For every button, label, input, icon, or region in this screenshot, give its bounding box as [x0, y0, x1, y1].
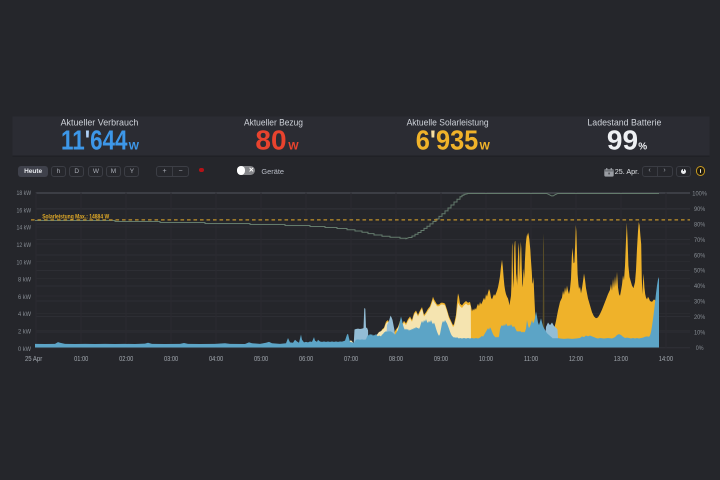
svg-text:06:00: 06:00: [299, 354, 313, 363]
svg-text:8 kW: 8 kW: [18, 277, 32, 284]
svg-text:80: 80: [255, 125, 286, 156]
svg-text:11'644: 11'644: [61, 125, 128, 156]
svg-text:13:00: 13:00: [614, 354, 628, 363]
svg-text:70%: 70%: [694, 237, 705, 244]
svg-text:6 kW: 6 kW: [18, 294, 32, 301]
svg-text:10%: 10%: [694, 329, 705, 336]
svg-text:20%: 20%: [694, 314, 705, 321]
svg-text:W: W: [288, 141, 299, 153]
svg-text:99: 99: [607, 125, 638, 156]
svg-text:40%: 40%: [694, 283, 705, 290]
svg-text:50%: 50%: [694, 268, 705, 275]
svg-text:10 kW: 10 kW: [17, 259, 32, 266]
svg-text:Aktueller Bezug: Aktueller Bezug: [244, 118, 303, 128]
svg-text:60%: 60%: [694, 252, 705, 259]
svg-text:02:00: 02:00: [119, 354, 133, 363]
svg-text:11:00: 11:00: [524, 354, 538, 363]
svg-text:08:00: 08:00: [389, 354, 403, 363]
svg-text:6'935: 6'935: [416, 125, 479, 156]
svg-text:07:00: 07:00: [344, 354, 358, 363]
svg-text:05:00: 05:00: [254, 354, 268, 363]
svg-text:25 Apr: 25 Apr: [25, 354, 43, 363]
svg-text:18 kW: 18 kW: [17, 190, 32, 197]
svg-text:W: W: [480, 141, 491, 153]
svg-text:%: %: [638, 142, 647, 153]
svg-text:W: W: [129, 141, 140, 153]
svg-text:0%: 0%: [696, 345, 704, 352]
svg-text:0 kW: 0 kW: [18, 346, 32, 353]
svg-text:80%: 80%: [694, 221, 705, 228]
svg-text:Solarleistung Max.: 14884 W: Solarleistung Max.: 14884 W: [42, 213, 109, 220]
svg-text:Ladestand Batterie: Ladestand Batterie: [587, 118, 661, 128]
svg-text:14 kW: 14 kW: [17, 225, 32, 232]
svg-text:90%: 90%: [694, 206, 705, 213]
svg-text:4 kW: 4 kW: [18, 311, 32, 318]
svg-text:10:00: 10:00: [479, 354, 493, 363]
svg-text:30%: 30%: [694, 299, 705, 306]
svg-text:12 kW: 12 kW: [17, 242, 32, 249]
svg-text:2 kW: 2 kW: [18, 329, 32, 336]
svg-text:03:00: 03:00: [164, 354, 178, 363]
svg-text:Aktuelle Solarleistung: Aktuelle Solarleistung: [407, 118, 489, 128]
svg-text:09:00: 09:00: [434, 354, 448, 363]
svg-text:04:00: 04:00: [209, 354, 223, 363]
svg-text:14:00: 14:00: [659, 354, 673, 363]
svg-text:100%: 100%: [692, 191, 707, 198]
svg-text:01:00: 01:00: [74, 354, 88, 363]
svg-text:Aktueller Verbrauch: Aktueller Verbrauch: [61, 118, 139, 128]
svg-text:12:00: 12:00: [569, 354, 583, 363]
svg-text:16 kW: 16 kW: [17, 207, 32, 214]
